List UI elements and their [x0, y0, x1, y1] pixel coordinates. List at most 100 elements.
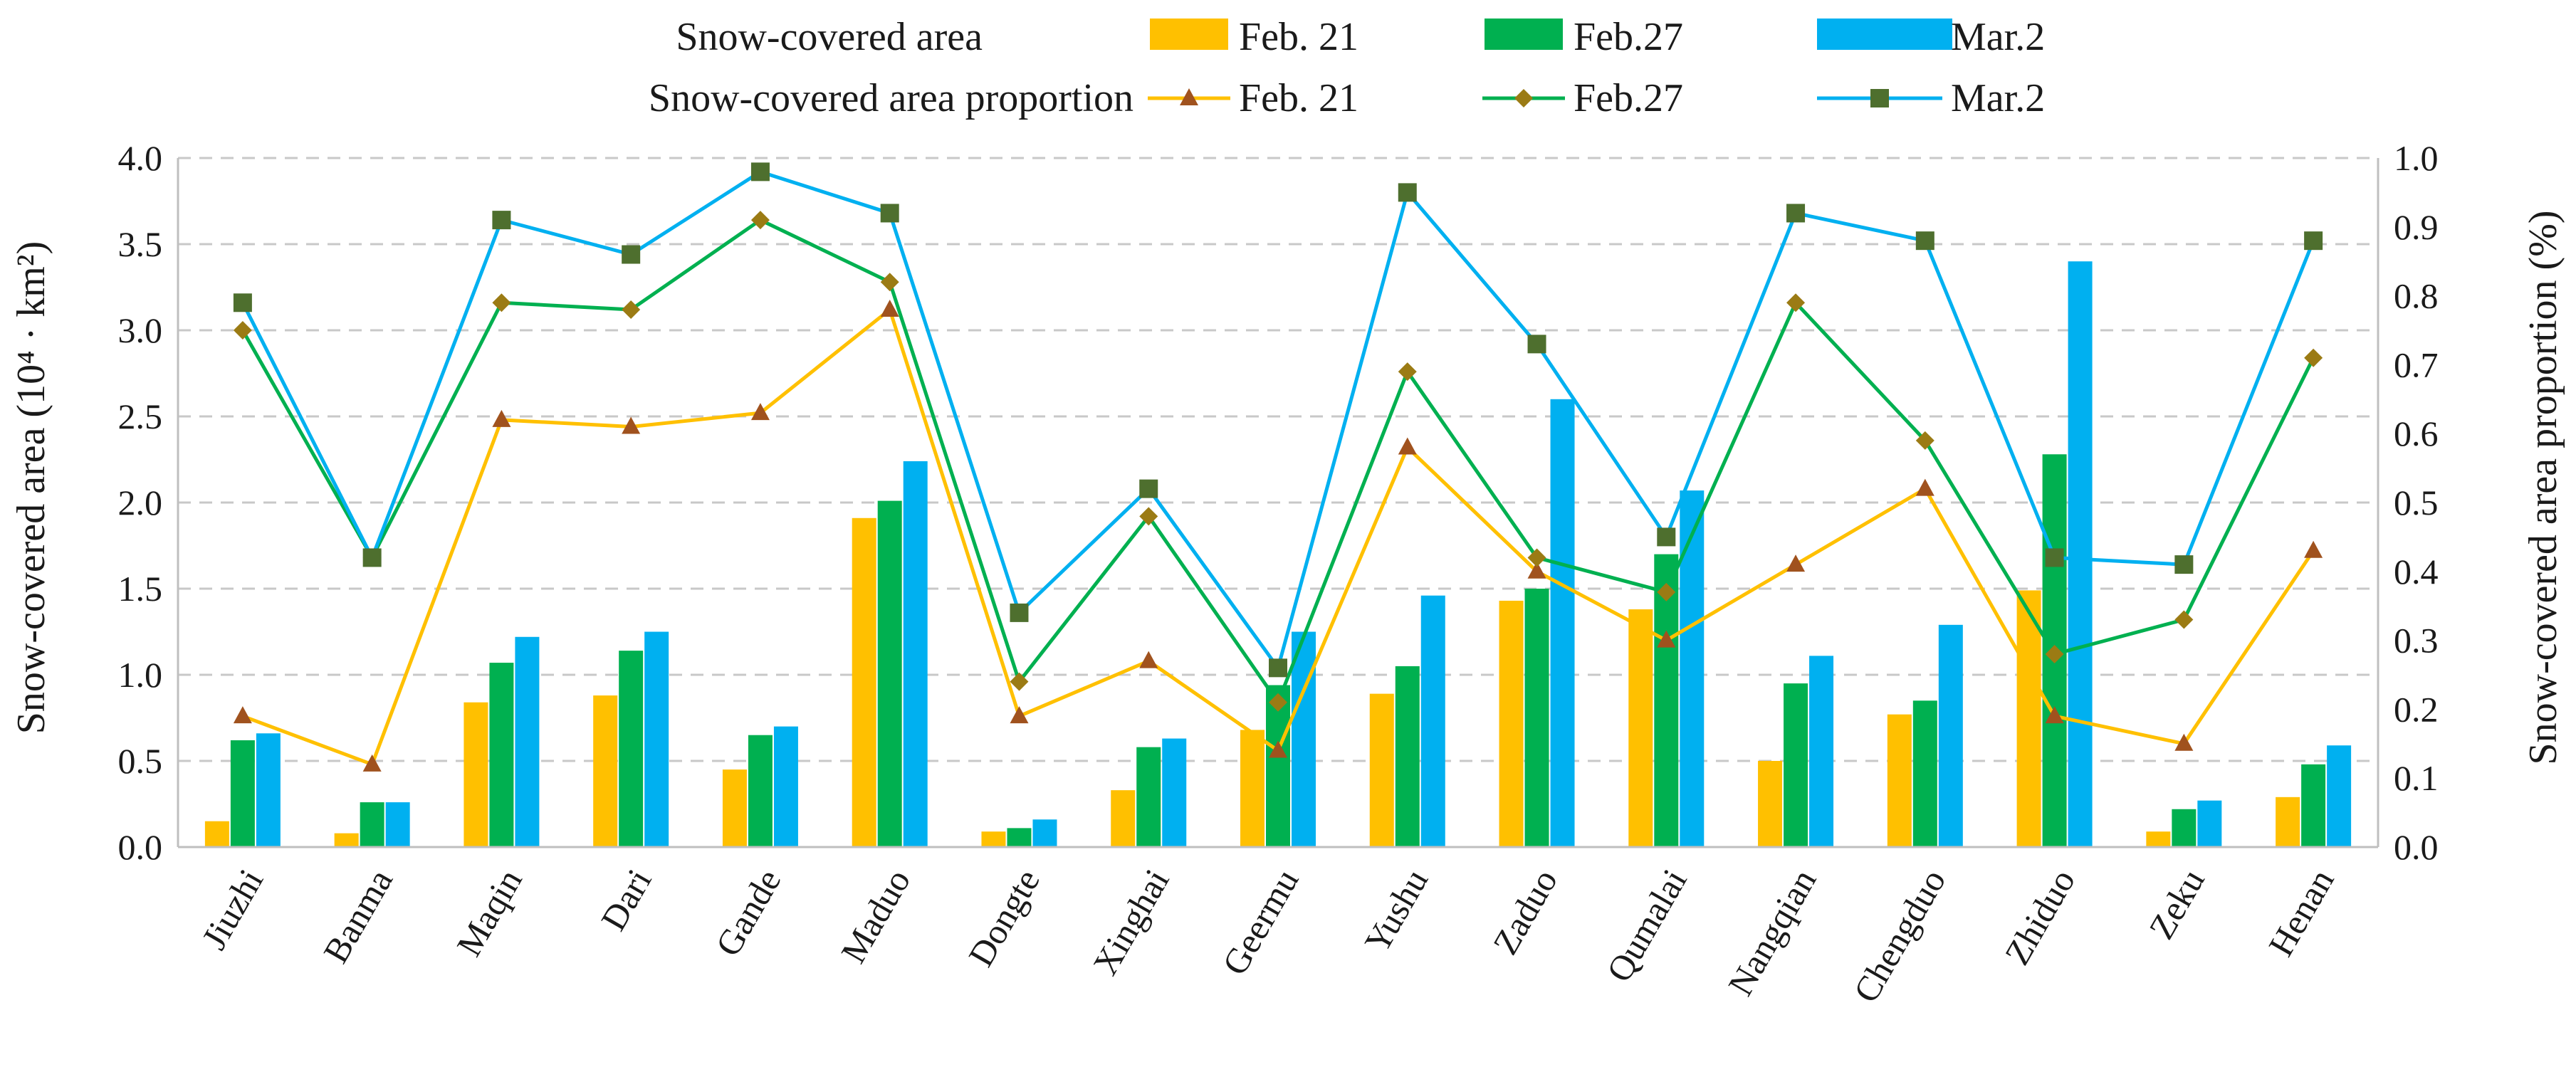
y-left-tick-label: 2.0 — [118, 483, 163, 522]
marker-mar2 — [1398, 183, 1417, 202]
marker-feb27 — [2045, 644, 2064, 663]
x-category-label: Yushu — [1356, 863, 1435, 960]
y-right-tick-label: 0.5 — [2394, 483, 2439, 522]
legend-line-swatch-feb27 — [1482, 89, 1565, 107]
legend-line-label-feb27: Feb.27 — [1574, 76, 1683, 120]
bar-feb21 — [464, 702, 488, 847]
marker-feb21 — [2304, 540, 2323, 558]
y-right-tick-label: 0.1 — [2394, 758, 2439, 798]
y-left-tick-label: 4.0 — [118, 138, 163, 178]
bar-feb27 — [1266, 685, 1290, 847]
marker-mar2 — [1786, 204, 1806, 223]
y-left-tick-label: 3.0 — [118, 310, 163, 350]
bar-feb27 — [1524, 589, 1549, 847]
bar-mar2 — [903, 461, 928, 847]
line-series-group — [233, 162, 2323, 772]
bar-feb21 — [2276, 797, 2300, 847]
marker-feb21 — [492, 409, 511, 427]
x-category-label: Jiuzhi — [194, 863, 271, 956]
y-right-tick-label: 0.7 — [2394, 345, 2439, 384]
bar-mar2 — [1938, 624, 1963, 847]
marker-mar2 — [880, 204, 899, 223]
x-category-label: Geermu — [1215, 863, 1307, 982]
bar-feb27 — [748, 735, 773, 847]
marker-feb21 — [880, 299, 899, 317]
bar-mar2 — [1292, 631, 1316, 847]
legend-line-label-mar2: Mar.2 — [1951, 76, 2045, 120]
y-right-tick-label: 1.0 — [2394, 138, 2439, 178]
y-right-tick-label: 0.9 — [2394, 207, 2439, 247]
marker-feb21 — [1010, 706, 1029, 724]
marker-feb21 — [1786, 554, 1806, 572]
marker-feb21 — [622, 416, 641, 434]
marker-feb21 — [1657, 630, 1676, 648]
marker-feb27 — [233, 321, 252, 340]
bar-feb27 — [1912, 700, 1937, 847]
y-right-tick-label: 0.8 — [2394, 276, 2439, 316]
bar-series-group — [204, 261, 2352, 847]
bar-feb27 — [2172, 809, 2197, 847]
bar-mar2 — [1550, 399, 1575, 847]
bar-feb21 — [852, 517, 876, 847]
legend: Snow-covered area Snow-covered area prop… — [649, 15, 2045, 120]
bar-feb21 — [1240, 730, 1265, 847]
y-right-tick-label: 0.6 — [2394, 414, 2439, 453]
y-left-tick-label: 3.5 — [118, 224, 163, 264]
bar-feb27 — [2301, 764, 2326, 847]
marker-feb27 — [1398, 362, 1417, 382]
legend-line-marker — [1180, 88, 1198, 105]
marker-mar2 — [622, 245, 641, 264]
legend-line-marker — [1870, 89, 1889, 107]
marker-feb27 — [1139, 507, 1158, 526]
bar-mar2 — [644, 631, 669, 847]
legend-line-group-label: Snow-covered area proportion — [649, 76, 1133, 120]
legend-bar-swatch-mar2 — [1817, 19, 1952, 50]
legend-bar-swatch-feb21 — [1150, 19, 1228, 50]
bar-feb21 — [1369, 693, 1394, 847]
bar-mar2 — [773, 726, 798, 847]
marker-feb27 — [2304, 348, 2323, 367]
marker-feb27 — [1657, 582, 1676, 601]
marker-mar2 — [362, 548, 382, 567]
bar-mar2 — [2197, 800, 2222, 847]
marker-feb21 — [2045, 706, 2064, 724]
legend-bar-label-feb27: Feb.27 — [1574, 15, 1683, 59]
marker-mar2 — [1915, 231, 1934, 251]
bar-mar2 — [2327, 745, 2352, 847]
marker-feb27 — [1527, 548, 1546, 567]
bar-mar2 — [515, 636, 540, 847]
x-category-label: Dongte — [960, 863, 1047, 973]
y-right-tick-label: 0.0 — [2394, 827, 2439, 867]
bar-feb27 — [877, 500, 902, 847]
bar-feb21 — [981, 831, 1006, 847]
x-category-label: Zaduo — [1485, 863, 1565, 962]
marker-mar2 — [1527, 335, 1546, 354]
y-right-tick-label: 0.3 — [2394, 621, 2439, 661]
x-category-label: Banma — [315, 863, 400, 970]
bar-mar2 — [1809, 656, 1834, 847]
x-category-label: Xinghai — [1085, 863, 1177, 982]
bar-feb27 — [619, 651, 644, 847]
bar-mar2 — [2068, 261, 2093, 847]
x-category-label: Zeku — [2141, 863, 2212, 946]
bar-feb21 — [1499, 600, 1524, 847]
bar-feb21 — [2146, 831, 2171, 847]
y-left-tick-label: 1.0 — [118, 655, 163, 695]
legend-bar-swatch-feb27 — [1485, 19, 1563, 50]
bar-feb27 — [1007, 828, 1032, 847]
x-category-label: Zhiduo — [1996, 863, 2083, 972]
bar-feb27 — [1784, 683, 1808, 847]
x-category-label: Chengduo — [1845, 863, 1953, 1009]
bar-feb21 — [593, 695, 618, 847]
marker-mar2 — [1657, 527, 1676, 547]
y-right-tick-label: 0.4 — [2394, 552, 2439, 592]
marker-mar2 — [1010, 603, 1029, 622]
x-category-label: Nangqian — [1720, 863, 1824, 1002]
y-axis-right-title: Snow-covered area proportion (%) — [2521, 210, 2565, 764]
bar-feb27 — [489, 663, 514, 847]
marker-feb27 — [2174, 610, 2194, 629]
bar-feb21 — [1111, 790, 1136, 847]
bar-mar2 — [1680, 490, 1705, 847]
marker-mar2 — [750, 162, 770, 182]
